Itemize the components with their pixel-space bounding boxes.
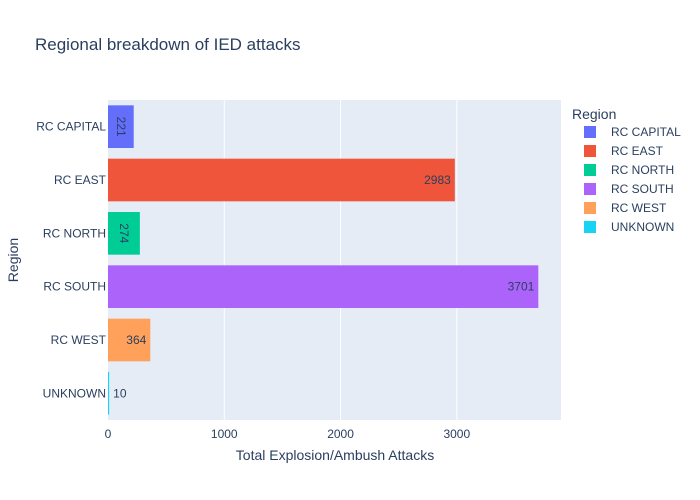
bar-rc-south: [108, 265, 539, 308]
x-axis-tick-labels: 0 1000 2000 3000: [105, 427, 471, 441]
bar-unknown: [108, 372, 110, 415]
legend-item-label: RC WEST: [611, 201, 667, 215]
legend-item-label: RC CAPITAL: [611, 125, 681, 139]
x-tick-label: 3000: [443, 427, 470, 441]
x-tick-label: 0: [105, 427, 112, 441]
y-tick-label: UNKNOWN: [43, 386, 106, 400]
x-axis-title: Total Explosion/Ambush Attacks: [236, 447, 434, 463]
bar-value-label: 364: [126, 333, 146, 347]
y-tick-label: RC SOUTH: [43, 280, 106, 294]
y-tick-label: RC WEST: [51, 333, 107, 347]
grid-lines: [223, 100, 458, 420]
y-tick-label: RC NORTH: [43, 226, 106, 240]
bar-rc-capital: [108, 105, 134, 148]
legend-item-label: RC SOUTH: [611, 182, 674, 196]
legend-swatch: [584, 126, 596, 138]
bar-rc-west: [108, 318, 151, 362]
legend-swatch: [584, 183, 596, 195]
legend-item-label: UNKNOWN: [611, 220, 674, 234]
bar-value-label: 2983: [424, 173, 451, 187]
legend-item-label: RC EAST: [611, 144, 664, 158]
bar-value-label: 221: [114, 117, 128, 137]
legend-swatch: [584, 145, 596, 157]
legend-swatch: [584, 221, 596, 233]
y-tick-label: RC EAST: [54, 173, 107, 187]
bar-rc-north: [108, 212, 140, 255]
chart-title: Regional breakdown of IED attacks: [35, 35, 301, 54]
legend-item-label: RC NORTH: [611, 163, 674, 177]
plot-area: [108, 100, 561, 420]
x-tick-label: 1000: [211, 427, 238, 441]
y-axis-title: Region: [5, 238, 21, 282]
bar-value-label: 3701: [508, 280, 535, 294]
legend-swatch: [584, 202, 596, 214]
bar-rc-east: [108, 158, 455, 202]
x-tick-label: 2000: [327, 427, 354, 441]
legend: RC CAPITAL RC EAST RC NORTH RC SOUTH RC WEST…: [584, 125, 681, 234]
y-tick-label: RC CAPITAL: [36, 120, 106, 134]
bars: 221 2983 274 3701 364 10: [108, 105, 539, 415]
legend-title: Region: [572, 106, 616, 122]
legend-swatch: [584, 164, 596, 176]
bar-value-label: 274: [117, 223, 131, 243]
y-axis-tick-labels: RC CAPITAL RC EAST RC NORTH RC SOUTH RC WEST…: [36, 120, 106, 401]
bar-value-label: 10: [113, 386, 127, 400]
